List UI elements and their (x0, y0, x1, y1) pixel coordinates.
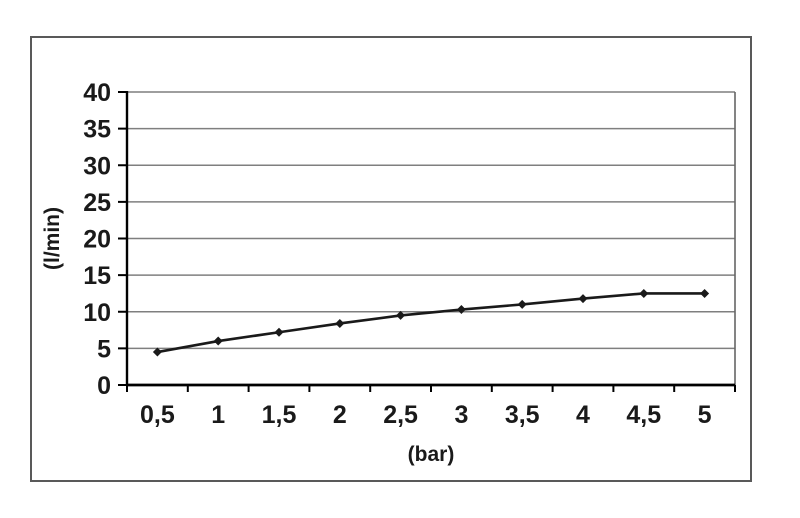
data-point-marker (213, 336, 223, 346)
y-axis-title: (l/min) (41, 207, 64, 270)
x-tick-label: 3 (454, 401, 468, 429)
flow-rate-line-chart: 0 5 10 15 20 25 30 35 40 0,5 1 1,5 2 2,5 3 3,5 4 4,5 5 (l/m… (41, 79, 736, 466)
data-point-marker (700, 288, 710, 298)
data-point-marker (335, 318, 345, 328)
x-tick-label: 3,5 (505, 401, 540, 429)
data-point-marker (639, 288, 649, 298)
data-point-marker (578, 294, 588, 304)
y-tick-label: 15 (83, 262, 111, 290)
x-tick-label: 4,5 (626, 401, 661, 429)
x-tick-label: 0,5 (140, 401, 175, 429)
y-tick-label: 30 (83, 152, 111, 180)
x-tick-label: 2,5 (383, 401, 418, 429)
data-series-line (157, 292, 705, 354)
x-tick-label: 4 (576, 401, 590, 429)
y-tick-label: 0 (97, 372, 111, 400)
data-point-marker (152, 347, 162, 357)
data-point-marker (456, 305, 466, 315)
y-tick-label: 40 (83, 79, 111, 107)
x-tick-label: 1,5 (262, 401, 297, 429)
y-tick-label: 25 (83, 189, 111, 217)
data-point-marker (274, 327, 284, 337)
y-tick-label: 35 (83, 116, 111, 144)
data-point-marker (517, 299, 527, 309)
x-tick-label: 1 (211, 401, 225, 429)
data-point-marker (396, 310, 406, 320)
x-tick-label: 2 (333, 401, 347, 429)
y-tick-label: 5 (97, 335, 111, 363)
x-tick-label: 5 (698, 401, 712, 429)
y-tick-label: 10 (83, 299, 111, 327)
chart-outer-frame: 0 5 10 15 20 25 30 35 40 0,5 1 1,5 2 2,5 3 3,5 4 4,5 5 (l/m… (30, 36, 752, 482)
y-tick-label: 20 (83, 226, 111, 254)
x-axis-title: (bar) (408, 443, 455, 466)
